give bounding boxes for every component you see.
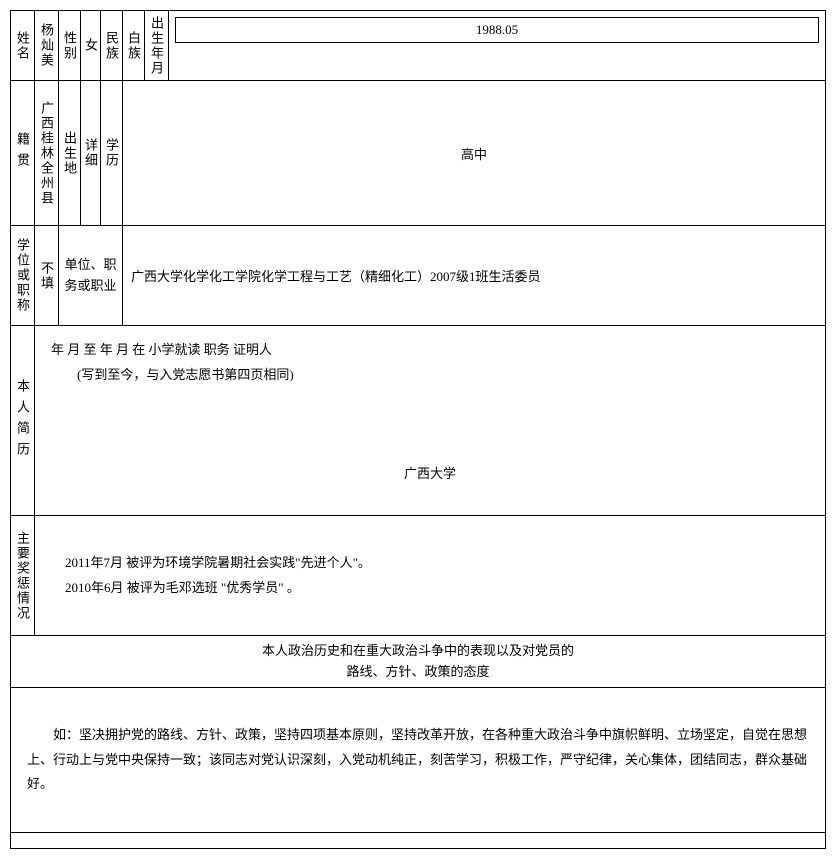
value-edu: 高中 xyxy=(461,144,487,163)
value-origin: 广西桂林全州县 xyxy=(37,101,56,206)
politics-text: 如：坚决拥护党的路线、方针、政策，坚持四项基本原则，坚持改革开放，在各种重大政治… xyxy=(27,723,809,797)
resume-content: 年 月 至 年 月 在 小学就读 职务 证明人 (写到至今，与入党志愿书第四页相… xyxy=(37,328,823,513)
label-birth: 出生年月 xyxy=(147,16,166,76)
value-gender: 女 xyxy=(81,38,100,53)
label-gender: 性别 xyxy=(60,31,79,61)
value-degree: 不填 xyxy=(37,261,56,291)
row-basic-3: 学位或职称 不填 单位、职务或职业 广西大学化学化工学院化学工程与工艺（精细化工… xyxy=(11,226,825,326)
row-basic-1: 姓名 杨灿美 性别 女 民族 白族 出生年月 1988.05 xyxy=(11,11,825,81)
label-birthplace: 出生地 xyxy=(60,131,79,176)
value-birth-box: 1988.05 xyxy=(175,17,819,43)
row-trailing xyxy=(11,833,825,849)
label-ethnic: 民族 xyxy=(102,31,121,61)
row-politics-body: 如：坚决拥护党的路线、方针、政策，坚持四项基本原则，坚持改革开放，在各种重大政治… xyxy=(11,688,825,833)
award-line1: 2011年7月 被评为环境学院暑期社会实践"先进个人"。 xyxy=(65,551,371,576)
row-awards: 主要奖惩情况 2011年7月 被评为环境学院暑期社会实践"先进个人"。 2010… xyxy=(11,516,825,636)
award-line2: 2010年6月 被评为毛邓选班 "优秀学员" 。 xyxy=(65,576,300,601)
politics-header: 本人政治历史和在重大政治斗争中的表现以及对党员的 路线、方针、政策的态度 xyxy=(13,638,823,685)
label-awards: 主要奖惩情况 xyxy=(13,531,32,621)
resume-line1: 年 月 至 年 月 在 小学就读 职务 证明人 xyxy=(51,338,272,363)
row-resume: 本人简历 年 月 至 年 月 在 小学就读 职务 证明人 (写到至今，与入党志愿… xyxy=(11,326,825,516)
label-name: 姓名 xyxy=(13,31,32,61)
value-unit: 广西大学化学化工学院化学工程与工艺（精细化工）2007级1班生活委员 xyxy=(131,266,541,285)
label-origin: 籍贯 xyxy=(13,132,32,174)
resume-line2: (写到至今，与入党志愿书第四页相同) xyxy=(51,363,294,388)
value-name: 杨灿美 xyxy=(37,23,56,68)
label-unit: 单位、职务或职业 xyxy=(61,255,120,297)
resume-line3: 广西大学 xyxy=(51,462,809,503)
politics-h2: 路线、方针、政策的态度 xyxy=(346,662,489,683)
row-basic-2: 籍贯 广西桂林全州县 出生地 详细 学历 高中 xyxy=(11,81,825,226)
label-edu: 学历 xyxy=(102,138,121,168)
awards-content: 2011年7月 被评为环境学院暑期社会实践"先进个人"。 2010年6月 被评为… xyxy=(37,518,823,633)
form-table: 姓名 杨灿美 性别 女 民族 白族 出生年月 1988.05 籍贯 广西桂林全州… xyxy=(10,10,826,849)
row-politics-header: 本人政治历史和在重大政治斗争中的表现以及对党员的 路线、方针、政策的态度 xyxy=(11,636,825,688)
value-ethnic: 白族 xyxy=(124,31,143,61)
label-degree: 学位或职称 xyxy=(13,238,32,313)
politics-h1: 本人政治历史和在重大政治斗争中的表现以及对党员的 xyxy=(262,641,574,662)
label-resume: 本人简历 xyxy=(13,379,32,463)
value-birthplace: 详细 xyxy=(81,138,100,168)
politics-body: 如：坚决拥护党的路线、方针、政策，坚持四项基本原则，坚持改革开放，在各种重大政治… xyxy=(13,690,823,830)
value-birth: 1988.05 xyxy=(476,22,518,38)
